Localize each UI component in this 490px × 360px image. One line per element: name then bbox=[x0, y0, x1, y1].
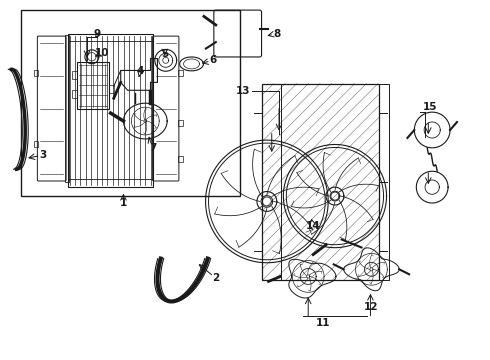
Text: 12: 12 bbox=[364, 302, 379, 312]
Text: 2: 2 bbox=[212, 273, 220, 283]
Bar bbox=[65, 35, 69, 182]
Bar bbox=[34, 70, 38, 76]
Text: 15: 15 bbox=[422, 102, 437, 112]
Bar bbox=[73, 71, 77, 79]
Bar bbox=[34, 141, 38, 147]
Text: 13: 13 bbox=[235, 86, 250, 96]
Text: 11: 11 bbox=[316, 318, 330, 328]
Text: 6: 6 bbox=[210, 55, 217, 65]
Text: 7: 7 bbox=[149, 143, 156, 153]
Bar bbox=[262, 84, 379, 280]
Bar bbox=[22, 10, 240, 196]
Bar bbox=[178, 120, 183, 126]
Text: 14: 14 bbox=[306, 221, 320, 231]
Bar bbox=[68, 33, 152, 187]
Bar bbox=[178, 70, 183, 76]
Bar bbox=[109, 85, 114, 93]
Text: 4: 4 bbox=[137, 66, 144, 76]
Bar bbox=[73, 90, 77, 98]
Bar bbox=[77, 62, 109, 109]
Text: 1: 1 bbox=[120, 198, 127, 208]
Text: 3: 3 bbox=[40, 150, 47, 160]
Bar bbox=[281, 84, 389, 280]
Text: 10: 10 bbox=[94, 48, 109, 58]
Text: 5: 5 bbox=[161, 49, 169, 59]
Text: 8: 8 bbox=[273, 28, 280, 39]
Bar bbox=[178, 156, 183, 162]
Text: 9: 9 bbox=[93, 28, 100, 39]
